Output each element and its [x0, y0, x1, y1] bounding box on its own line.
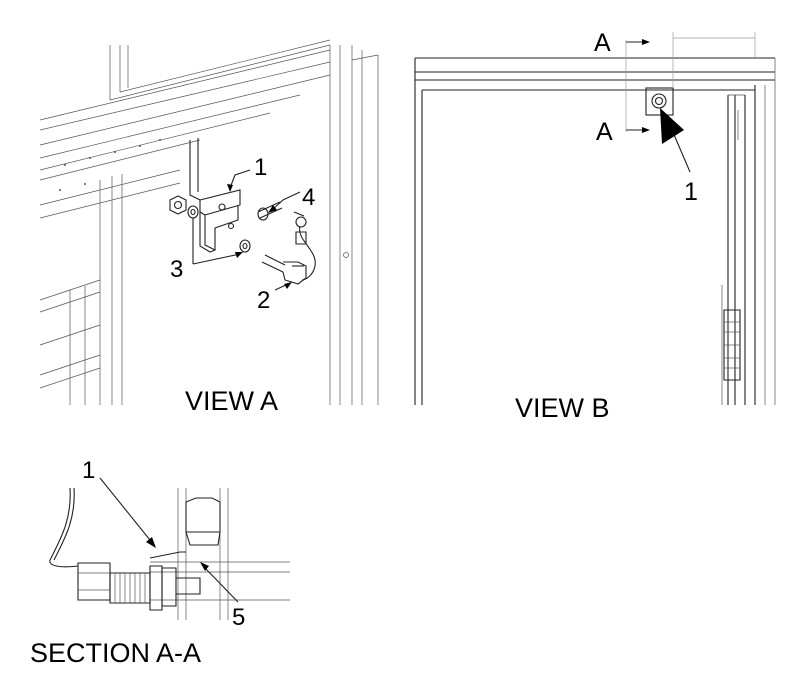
view-a-leaders [192, 169, 301, 291]
section-a-a-drawing [49, 487, 290, 620]
section-mark-a-top: A [594, 29, 611, 57]
callout-5-section-a-a: 5 [232, 604, 245, 631]
callout-2-view-a: 2 [257, 287, 270, 314]
section-a-a-leaders [99, 477, 239, 603]
callout-4-view-a: 4 [302, 184, 315, 211]
section-mark-a-bottom: A [596, 118, 613, 146]
section-a-a-title: SECTION A-A [30, 638, 201, 668]
view-b: A A 1 VIEW B [414, 29, 776, 423]
view-a-window-frame [39, 39, 331, 219]
callout-1-section-a-a: 1 [82, 457, 95, 484]
latch-bracket-assembly [169, 138, 316, 285]
callout-1-view-a: 1 [254, 154, 267, 181]
view-a: 1 4 3 2 VIEW A [39, 39, 379, 416]
view-b-title: VIEW B [515, 393, 610, 423]
callout-1-view-b: 1 [684, 178, 698, 206]
callout-3-view-a: 3 [170, 256, 183, 283]
view-a-title: VIEW A [185, 386, 278, 416]
view-b-latch-detail [625, 32, 756, 173]
view-a-right-panel [329, 45, 379, 405]
view-b-frame [414, 57, 776, 405]
section-a-a: 1 5 SECTION A-A [30, 457, 290, 668]
view-a-door-post [39, 174, 123, 405]
